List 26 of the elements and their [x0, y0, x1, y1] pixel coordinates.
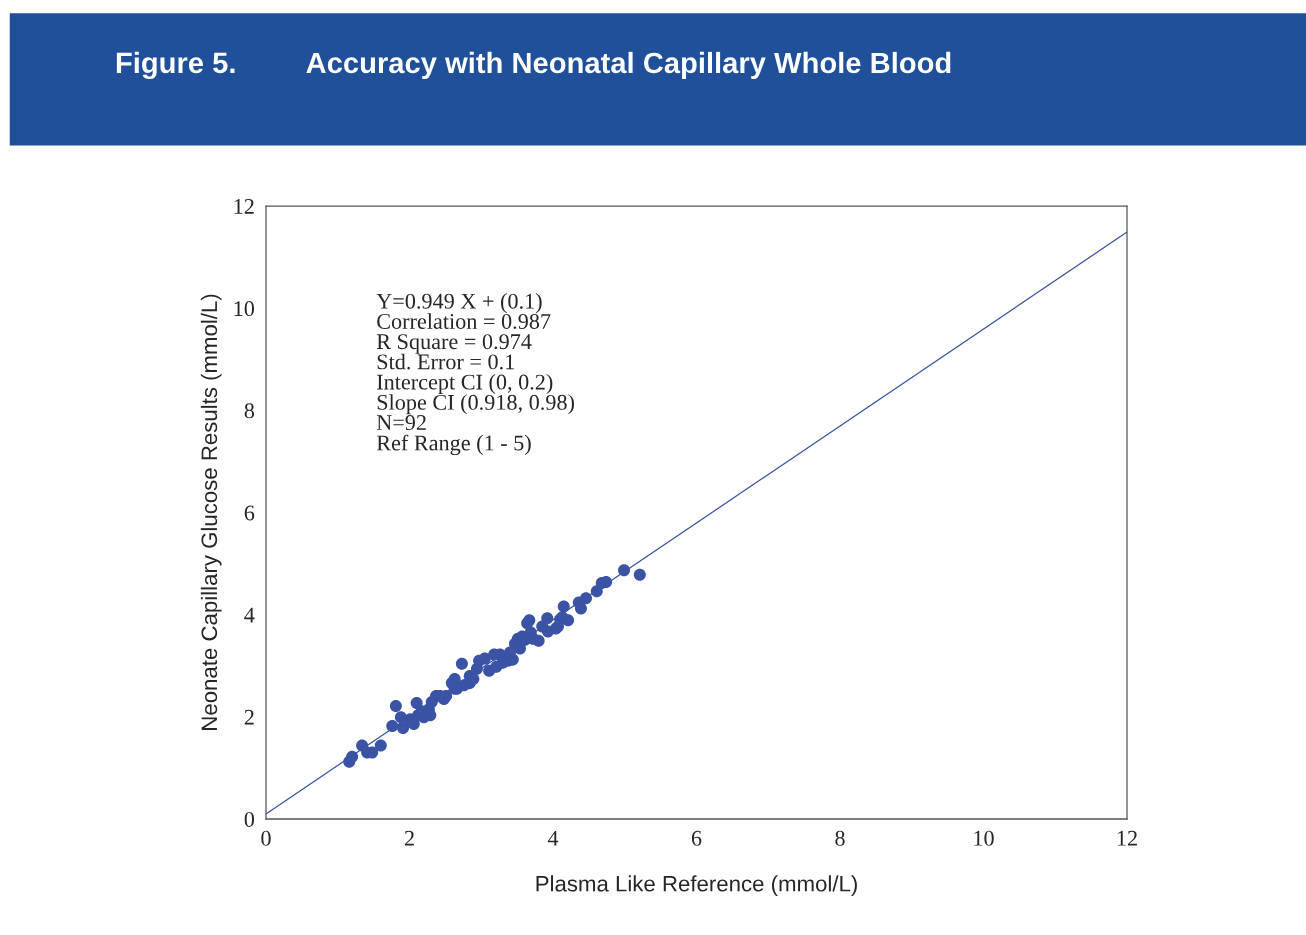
- x-tick-label: 2: [404, 830, 414, 846]
- y-axis-title: Neonate Capillary Glucose Results (mmol/L): [200, 294, 222, 730]
- chart-title: Figure 5.: [116, 51, 235, 80]
- x-axis-title: Plasma Like Reference (mmol/L): [536, 875, 857, 896]
- y-tick-label: 6: [244, 505, 255, 521]
- x-tick-label: 10: [974, 830, 994, 846]
- annotation: Correlation = 0.987: [377, 313, 551, 330]
- y-tick-label: 4: [244, 607, 255, 623]
- annotation: Intercept CI (0, 0.2): [377, 373, 553, 395]
- x-tick-label: 12: [1117, 830, 1137, 846]
- annotation: R Square = 0.974: [376, 334, 532, 354]
- annotation: Std. Error = 0.1: [377, 353, 514, 370]
- y-tick-label: 10: [234, 301, 255, 317]
- x-tick-label: 0: [261, 830, 271, 846]
- annotation: Slope CI (0.918, 0.98): [377, 394, 574, 415]
- annotation: Y=0.949 X + (0.1): [376, 293, 542, 314]
- x-tick-label: 6: [691, 830, 702, 846]
- y-tick-label: 0: [244, 811, 255, 827]
- x-tick-label: 4: [547, 830, 559, 846]
- x-tick-label: 8: [835, 830, 845, 846]
- annotation: Ref Range (1 - 5): [376, 434, 531, 456]
- chart-subtitle: Accuracy with Neonatal Capillary Whole Blood: [306, 51, 951, 80]
- y-tick-label: 8: [244, 403, 255, 419]
- y-tick-label: 12: [234, 198, 254, 214]
- annotation: N=92: [376, 415, 426, 431]
- y-tick-label: 2: [244, 709, 254, 725]
